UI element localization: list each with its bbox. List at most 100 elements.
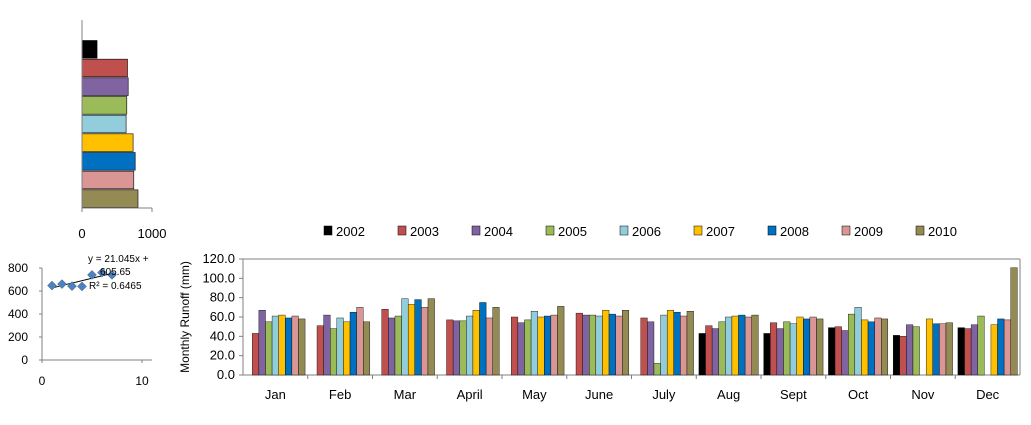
bar-Oct-2007: [861, 319, 869, 376]
bar-Aug-2010: [751, 314, 759, 376]
main-x-tick-label: Dec: [976, 387, 1000, 402]
bar-Dec-2003: [964, 328, 972, 376]
bar-Oct-2003: [834, 326, 842, 376]
bar-Mar-2007: [407, 304, 415, 376]
bar-April-2004: [452, 320, 460, 376]
bar-Dec-2010: [1010, 267, 1018, 376]
bar-Jan-2009: [291, 315, 299, 376]
bar-April-2009: [485, 317, 493, 376]
bar-Aug-2009: [744, 316, 752, 376]
hbar-2004: [81, 77, 129, 96]
bar-Nov-2003: [899, 336, 907, 376]
main-x-tick-label: June: [585, 387, 613, 402]
scatter-equation-label: 605.65: [100, 267, 131, 278]
legend-swatch-2004: [471, 225, 481, 236]
bar-Nov-2005: [912, 326, 920, 376]
bar-April-2010: [492, 307, 500, 376]
hbar-2006: [81, 114, 127, 134]
bar-Oct-2002: [828, 327, 836, 376]
bar-June-2004: [582, 314, 590, 376]
hbar-2009: [81, 170, 135, 190]
bar-Mar-2010: [427, 298, 435, 376]
bar-Aug-2002: [698, 333, 706, 376]
bar-June-2005: [589, 314, 597, 376]
main-y-tick-label: 80.0: [210, 290, 235, 305]
scatter-point-2: [57, 279, 67, 289]
scatter-x-tick-label: 0: [39, 374, 46, 388]
bar-Jan-2005: [265, 321, 273, 376]
bar-Nov-2004: [906, 324, 914, 376]
bar-Dec-2008: [997, 318, 1005, 376]
main-y-tick-label: 0.0: [217, 367, 235, 382]
monthly-runoff-bar-chart: 2002 2003 2004 2005 2006 2007 2008 2009 2010 0.0 2…: [178, 224, 1021, 402]
main-y-tick-label: 20.0: [210, 348, 235, 363]
bar-Dec-2004: [970, 324, 978, 376]
hbar-2002: [81, 40, 98, 59]
bar-June-2006: [595, 315, 603, 376]
legend-label-2009: 2009: [854, 224, 883, 239]
bar-May-2008: [544, 315, 552, 376]
bar-July-2004: [647, 321, 655, 376]
legend-label-2005: 2005: [558, 224, 587, 239]
scatter-point-1: [47, 280, 57, 291]
bar-Mar-2003: [381, 309, 389, 376]
bar-Sept-2009: [809, 316, 817, 376]
scatter-y-tick-label: 800: [8, 261, 28, 275]
main-x-tick-label: Jan: [265, 387, 286, 402]
scatter-point-5: [87, 270, 97, 280]
legend-swatch-2007: [693, 225, 703, 236]
bar-Oct-2004: [841, 330, 849, 376]
bar-July-2008: [673, 311, 681, 376]
legend-label-2003: 2003: [410, 224, 439, 239]
hbar-x-tick-label: 0: [78, 226, 85, 241]
scatter-chart: 0 200 400 600 800 0 10 y = 21.045x + 605.65 R² = …: [8, 254, 152, 388]
main-y-tick-label: 60.0: [210, 309, 235, 324]
bar-May-2004: [517, 322, 525, 376]
scatter-y-tick-label: 400: [8, 307, 28, 321]
bar-April-2006: [466, 315, 474, 376]
bar-Feb-2008: [349, 311, 357, 376]
bar-Dec-2009: [1003, 319, 1011, 376]
bar-Mar-2009: [421, 307, 429, 376]
legend-swatch-2009: [841, 225, 851, 236]
bar-Jan-2003: [252, 333, 260, 376]
bar-May-2006: [530, 311, 538, 376]
bar-Sept-2007: [796, 316, 804, 376]
bar-Dec-2005: [977, 315, 985, 376]
scatter-y-tick-label: 200: [8, 330, 28, 344]
bar-Feb-2007: [343, 321, 351, 376]
legend-label-2004: 2004: [484, 224, 513, 239]
bar-Feb-2010: [363, 321, 371, 376]
legend-swatch-2010: [915, 225, 925, 236]
bar-Sept-2005: [783, 321, 791, 376]
bar-June-2007: [602, 310, 610, 376]
bar-Aug-2006: [725, 316, 733, 376]
main-x-tick-label: May: [522, 387, 547, 402]
hbar-2007: [81, 133, 134, 152]
bar-Aug-2008: [738, 314, 746, 376]
bar-Nov-2008: [932, 323, 940, 376]
main-y-tick-label: 40.0: [210, 328, 235, 343]
bar-Oct-2008: [867, 321, 875, 376]
bar-Mar-2005: [394, 315, 402, 376]
bar-Jan-2004: [258, 310, 266, 376]
bar-Mar-2004: [388, 317, 396, 376]
legend-swatch-2005: [545, 225, 555, 236]
bar-Jan-2006: [271, 315, 279, 376]
main-y-tick-label: 120.0: [202, 251, 235, 266]
main-x-tick-label: Feb: [329, 387, 351, 402]
bar-Nov-2009: [939, 323, 947, 376]
legend-label-2008: 2008: [780, 224, 809, 239]
main-x-tick-label: Oct: [848, 387, 869, 402]
bar-May-2010: [557, 306, 565, 376]
bar-Sept-2004: [776, 328, 784, 376]
main-y-axis-label: Monthly Runoff (mm): [178, 261, 192, 373]
main-x-tick-label: Mar: [394, 387, 417, 402]
bar-June-2003: [575, 312, 583, 376]
hbar-2010: [81, 189, 139, 208]
scatter-point-4: [77, 281, 87, 292]
bar-Sept-2003: [770, 322, 778, 376]
bar-July-2010: [686, 311, 694, 376]
bar-Oct-2009: [874, 317, 882, 376]
